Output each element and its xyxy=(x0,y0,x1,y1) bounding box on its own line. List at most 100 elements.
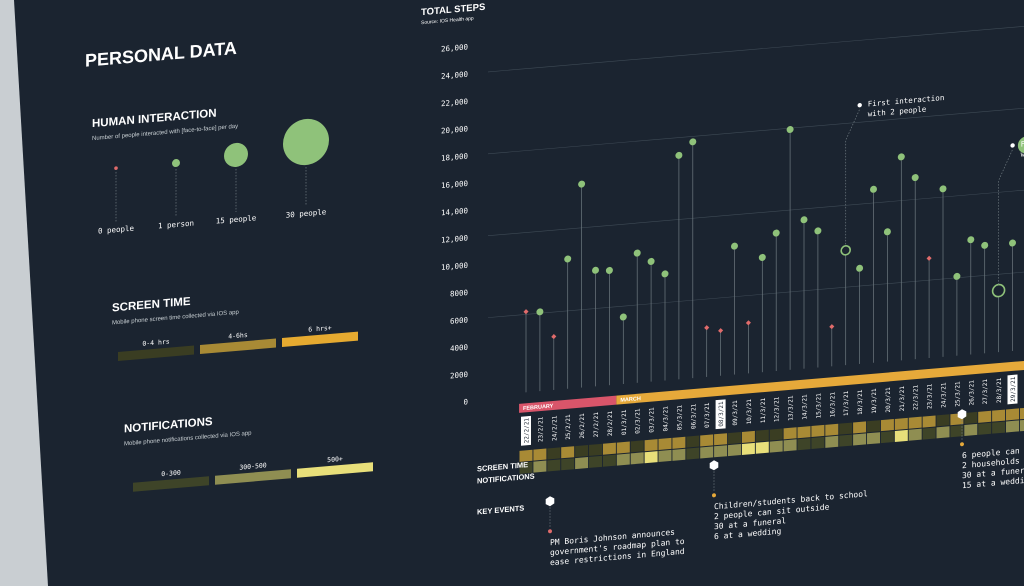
step-point xyxy=(689,138,697,146)
y-tick-label: 4000 xyxy=(450,343,469,354)
human-interaction-legend: 0 people 1 person 15 people 30 people xyxy=(98,118,329,236)
step-point xyxy=(1009,239,1016,247)
notification-cell xyxy=(1019,419,1024,432)
notification-cell xyxy=(908,428,922,441)
step-point xyxy=(953,272,961,280)
step-point xyxy=(633,249,641,257)
step-point xyxy=(840,245,852,256)
step-point xyxy=(661,270,669,278)
screen-time-row-label: SCREEN TIME xyxy=(477,460,528,473)
notification-cell xyxy=(658,449,672,463)
screen-time-cell xyxy=(644,439,658,452)
human-legend-bubble xyxy=(114,166,118,170)
step-point xyxy=(800,216,808,224)
date-label: 06/3/21 xyxy=(690,403,697,429)
screen-time-cell xyxy=(936,414,950,427)
date-label: 23/3/21 xyxy=(927,383,934,409)
annotation-text: First interaction xyxy=(1021,133,1024,148)
notification-cell xyxy=(894,429,908,442)
date-label: 01/3/21 xyxy=(621,409,628,435)
date-label: 05/3/21 xyxy=(676,404,683,430)
screen-time-cell xyxy=(589,443,602,456)
screen-time-cell xyxy=(867,420,880,433)
date-label: 19/3/21 xyxy=(871,388,878,414)
screen-time-legend-swatch xyxy=(118,345,194,361)
screen-time-cell xyxy=(741,430,755,443)
step-point xyxy=(870,185,877,193)
y-tick-label: 8000 xyxy=(450,288,469,299)
date-label: 27/3/21 xyxy=(982,378,989,404)
screen-time-cell xyxy=(630,440,644,453)
notification-cell xyxy=(950,425,964,438)
date-label: 25/2/21 xyxy=(565,414,572,440)
event-hexagon xyxy=(709,460,719,471)
y-tick-label: 0 xyxy=(463,397,468,406)
notification-cell xyxy=(519,461,533,474)
step-point xyxy=(939,185,947,193)
gridline xyxy=(488,271,1024,318)
step-point xyxy=(1017,136,1024,154)
date-label: 07/3/21 xyxy=(704,402,711,428)
date-label: 18/3/21 xyxy=(857,389,864,415)
step-point xyxy=(675,151,683,159)
notification-cell xyxy=(936,426,950,439)
date-label: 23/2/21 xyxy=(537,416,544,442)
screen-time-legend-label: 6 hrs+ xyxy=(308,324,332,334)
screen-time-cell xyxy=(783,427,797,440)
step-point xyxy=(897,153,905,161)
month-february-band xyxy=(519,395,617,413)
event-dot xyxy=(548,529,552,534)
screen-time-cell xyxy=(728,432,741,445)
notification-cell xyxy=(1006,420,1019,433)
date-label: 15/3/21 xyxy=(815,392,822,418)
notification-cell xyxy=(964,423,978,437)
step-points xyxy=(523,125,1024,340)
notification-cell xyxy=(867,432,880,445)
notification-cell xyxy=(741,442,755,455)
screen-time-cell xyxy=(533,448,547,461)
step-point xyxy=(578,180,586,188)
screen-time-cell xyxy=(755,429,769,442)
screen-time-cell xyxy=(825,423,839,436)
screen-time-cell xyxy=(769,428,783,441)
date-label: 26/3/21 xyxy=(968,379,975,405)
chart-source: Source: IOS Health app xyxy=(421,16,474,26)
notification-cell xyxy=(825,435,839,448)
date-label: 09/3/21 xyxy=(732,400,739,426)
gridlines xyxy=(488,25,1024,318)
notification-cell xyxy=(811,436,825,450)
y-axis: 0 2000 4000 6000 8000 10,000 12,000 14,000 16,00… xyxy=(441,42,469,406)
screen-time-cell xyxy=(839,422,853,435)
date-label: 08/3/21 xyxy=(718,401,725,427)
date-label: 24/2/21 xyxy=(551,415,558,441)
gridline xyxy=(488,107,1024,155)
date-label: 11/3/21 xyxy=(760,397,767,423)
notification-cell xyxy=(978,422,992,435)
y-tick-label: 16,000 xyxy=(441,179,469,190)
y-tick-label: 24,000 xyxy=(441,70,469,81)
screen-time-cell xyxy=(1006,408,1019,421)
notifications-heatmap xyxy=(519,419,1024,474)
notification-cell xyxy=(700,446,714,459)
step-point xyxy=(814,227,822,235)
step-point xyxy=(911,174,919,182)
date-label: 10/3/21 xyxy=(746,398,753,424)
annotation-dot xyxy=(1010,143,1015,148)
screen-time-cell xyxy=(672,436,686,449)
notifications-legend-label: 500+ xyxy=(327,455,343,464)
notifications-legend-label: 0-300 xyxy=(161,469,181,479)
notification-cell xyxy=(616,453,630,466)
step-point xyxy=(647,257,655,265)
screen-time-cell xyxy=(547,447,561,460)
human-legend-bubble xyxy=(224,142,248,167)
human-legend-label: 30 people xyxy=(286,207,327,219)
screen-time-cell xyxy=(686,435,700,448)
notification-cell xyxy=(922,427,936,440)
steps-chart: TOTAL STEPS Source: IOS Health app 0 2000… xyxy=(421,2,1024,567)
event-hexagon xyxy=(957,409,967,420)
screen-time-cell xyxy=(519,449,533,462)
y-tick-label: 22,000 xyxy=(441,97,469,108)
screen-time-cell xyxy=(964,411,978,425)
date-label: 28/3/21 xyxy=(996,377,1003,403)
